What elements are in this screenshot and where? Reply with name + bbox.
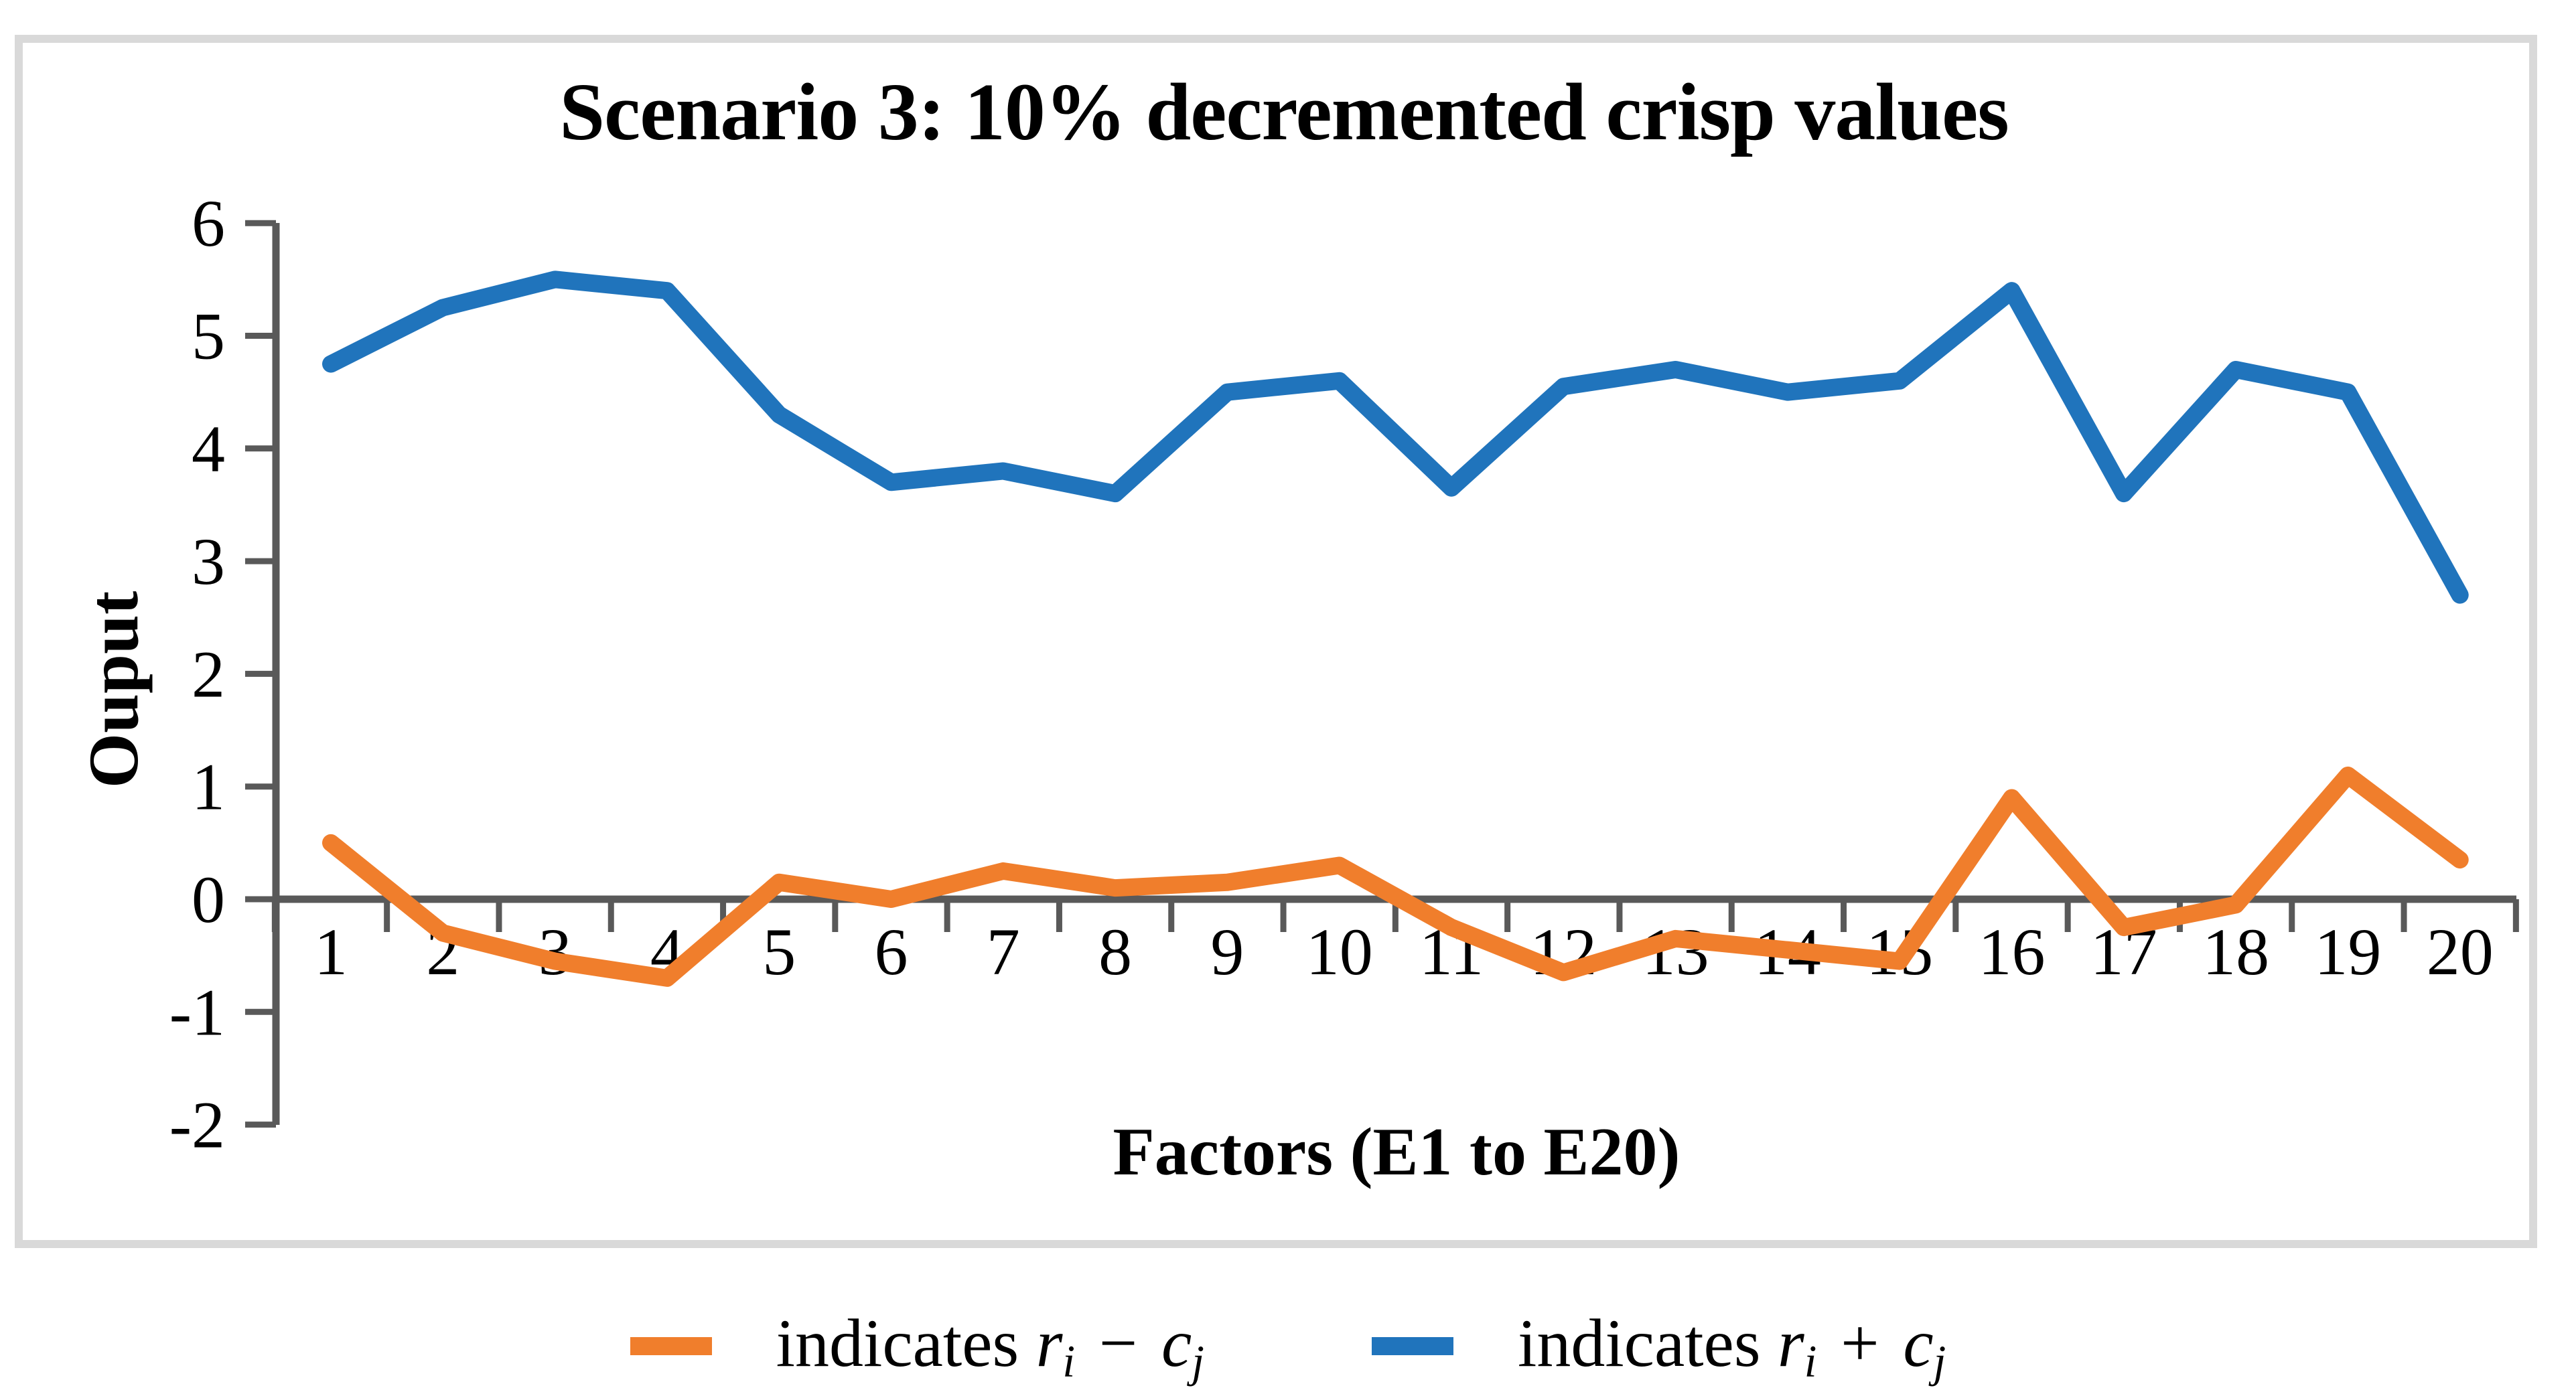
x-axis-tick-label: 10 bbox=[1306, 915, 1373, 989]
y-axis-tick-label: 1 bbox=[192, 750, 225, 824]
y-axis-tick-label: 6 bbox=[192, 186, 225, 260]
x-axis-tick-label: 8 bbox=[1098, 915, 1132, 989]
legend-swatch-plus-icon bbox=[1372, 1337, 1453, 1356]
legend-label-plus: indicates ri + cj bbox=[1518, 1306, 1946, 1387]
legend-label-minus: indicates ri − cj bbox=[776, 1306, 1204, 1387]
x-axis-tick-label: 16 bbox=[1979, 915, 2046, 989]
y-axis-tick-label: -2 bbox=[169, 1088, 225, 1162]
series-line-ri-plus-cj bbox=[322, 271, 2469, 604]
legend: indicates ri − cj indicates ri + cj bbox=[0, 1304, 2576, 1388]
x-axis-tick-label: 9 bbox=[1210, 915, 1244, 989]
y-axis-tick-label: 5 bbox=[192, 299, 225, 374]
x-axis-tick-label: 7 bbox=[987, 915, 1020, 989]
x-axis-tick-label: 6 bbox=[875, 915, 908, 989]
chart-title: Scenario 3: 10% decremented crisp values bbox=[559, 67, 2009, 157]
y-axis-tick-label: -1 bbox=[169, 975, 225, 1049]
y-axis-tick-label: 4 bbox=[192, 412, 225, 486]
legend-item-ri-minus-cj: indicates ri − cj bbox=[630, 1304, 1204, 1388]
y-axis-tick-label: 2 bbox=[192, 637, 225, 711]
x-axis-tick-label: 5 bbox=[762, 915, 796, 989]
legend-item-ri-plus-cj: indicates ri + cj bbox=[1372, 1304, 1946, 1388]
x-axis-tick-label: 19 bbox=[2314, 915, 2381, 989]
y-axis-tick-label: 3 bbox=[192, 524, 225, 599]
series-line-ri-minus-cj bbox=[322, 766, 2469, 987]
x-axis-tick-label: 18 bbox=[2202, 915, 2269, 989]
legend-swatch-minus-icon bbox=[630, 1337, 712, 1356]
chart-frame bbox=[15, 35, 2537, 1248]
x-axis-title: Factors (E1 to E20) bbox=[1113, 1114, 1680, 1190]
y-axis-tick-label: 0 bbox=[192, 862, 225, 937]
x-axis-tick-label: 1 bbox=[314, 915, 348, 989]
x-axis-tick-label: 20 bbox=[2427, 915, 2494, 989]
